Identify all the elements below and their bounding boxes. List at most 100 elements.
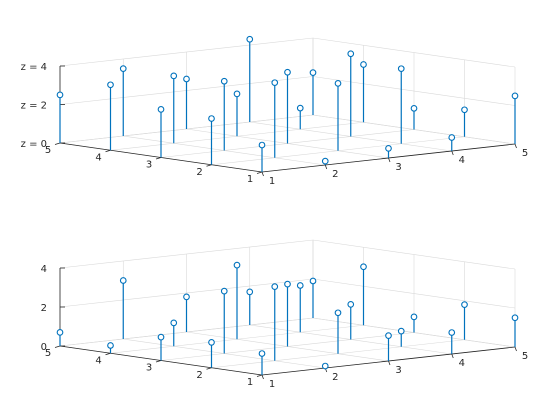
y-tick-label: 3	[146, 363, 152, 374]
stem-marker	[309, 277, 317, 285]
stem-marker	[410, 104, 418, 112]
back-wall-gridline	[59, 239, 314, 269]
stem-marker	[271, 283, 279, 291]
stem-marker	[334, 80, 342, 87]
stem-marker	[360, 61, 367, 68]
stem-marker	[347, 301, 355, 308]
x-tick-label: 4	[459, 358, 465, 369]
x-tick-mark	[388, 157, 391, 163]
z-tick-label: z = 0	[21, 139, 47, 150]
stem-marker	[107, 342, 114, 349]
z-tick-label: 0	[41, 342, 47, 353]
stem-marker	[448, 134, 456, 141]
y-tick-mark	[105, 149, 111, 153]
stem-marker	[220, 287, 228, 295]
y-tick-mark	[206, 367, 212, 370]
stem-marker	[107, 81, 114, 89]
x-tick-label: 2	[332, 372, 338, 383]
stem-marker	[360, 263, 367, 271]
stem-marker	[296, 104, 304, 112]
stem-marker	[511, 314, 519, 322]
x-tick-label: 3	[395, 365, 401, 376]
stem-marker	[511, 92, 519, 100]
stem-marker	[284, 280, 291, 288]
stem-marker	[397, 65, 405, 73]
stem-marker	[233, 261, 241, 269]
stem-marker	[157, 106, 165, 113]
y-tick-label: 4	[95, 152, 101, 163]
stem-marker	[334, 309, 342, 317]
stem-marker	[296, 282, 304, 289]
y-tick-mark	[256, 171, 263, 174]
z-tick-label: 4	[41, 264, 47, 275]
stem-marker	[321, 157, 329, 165]
stem-marker	[397, 327, 405, 335]
x-tick-mark	[261, 171, 264, 177]
stem-marker	[183, 293, 190, 301]
y-tick-label: 2	[196, 167, 202, 178]
stem-marker	[385, 145, 392, 152]
z-tick-label: z = 4	[21, 62, 47, 73]
x-tick-label: 3	[395, 162, 401, 173]
x-tick-label: 2	[332, 169, 338, 180]
y-tick-label: 4	[95, 355, 101, 366]
stem-marker	[258, 350, 266, 357]
stem-marker	[157, 333, 165, 341]
y-tick-mark	[155, 157, 162, 160]
x-tick-mark	[451, 353, 454, 359]
stem-marker	[119, 277, 127, 284]
stem-marker	[170, 319, 178, 327]
stem-marker	[208, 115, 215, 122]
stem-marker	[56, 91, 64, 99]
stem-marker	[448, 329, 456, 336]
stem-marker	[410, 313, 418, 321]
x-tick-mark	[261, 374, 264, 380]
z-tick-label: 2	[41, 303, 47, 314]
x-tick-mark	[451, 150, 454, 156]
y-tick-mark	[155, 360, 162, 363]
y-tick-mark	[54, 142, 61, 145]
stem-marker	[347, 50, 355, 58]
y-tick-label: 5	[45, 145, 51, 156]
y-tick-label: 1	[247, 174, 253, 185]
stem-marker	[271, 79, 279, 87]
side-wall-gridline	[312, 239, 516, 270]
stem-marker	[385, 332, 392, 340]
stems	[56, 35, 519, 172]
back-wall-gridline	[59, 37, 314, 67]
side-wall-gridline	[312, 76, 516, 106]
stem-marker	[309, 69, 317, 76]
x-tick-mark	[514, 143, 517, 149]
x-tick-label: 4	[459, 155, 465, 166]
y-tick-label: 3	[146, 160, 152, 171]
stem-marker	[321, 362, 329, 370]
x-tick-label: 5	[522, 351, 528, 362]
stem-marker	[119, 65, 127, 72]
x-tick-mark	[388, 360, 391, 366]
stem-marker	[284, 68, 291, 76]
y-tick-mark	[54, 345, 61, 348]
stem-marker	[461, 301, 468, 309]
back-wall-gridline	[59, 278, 314, 308]
y-tick-mark	[256, 374, 263, 377]
stems	[56, 261, 519, 375]
side-wall-gridline	[312, 278, 516, 309]
x-tick-label: 1	[269, 176, 275, 187]
stem-marker	[56, 329, 64, 336]
y-tick-label: 5	[45, 348, 51, 359]
z-tick-label: z = 2	[21, 101, 47, 112]
x-tick-mark	[324, 164, 328, 170]
stem-marker	[258, 141, 266, 149]
stem-marker	[170, 72, 178, 80]
x-tick-label: 5	[522, 148, 528, 159]
y-tick-label: 2	[196, 370, 202, 381]
x-tick-mark	[514, 346, 517, 352]
y-tick-label: 1	[247, 377, 253, 388]
stem-marker	[246, 288, 254, 296]
y-tick-mark	[206, 164, 212, 167]
stem-marker	[208, 339, 215, 346]
y-tick-mark	[105, 352, 111, 356]
stem-marker	[183, 75, 190, 83]
